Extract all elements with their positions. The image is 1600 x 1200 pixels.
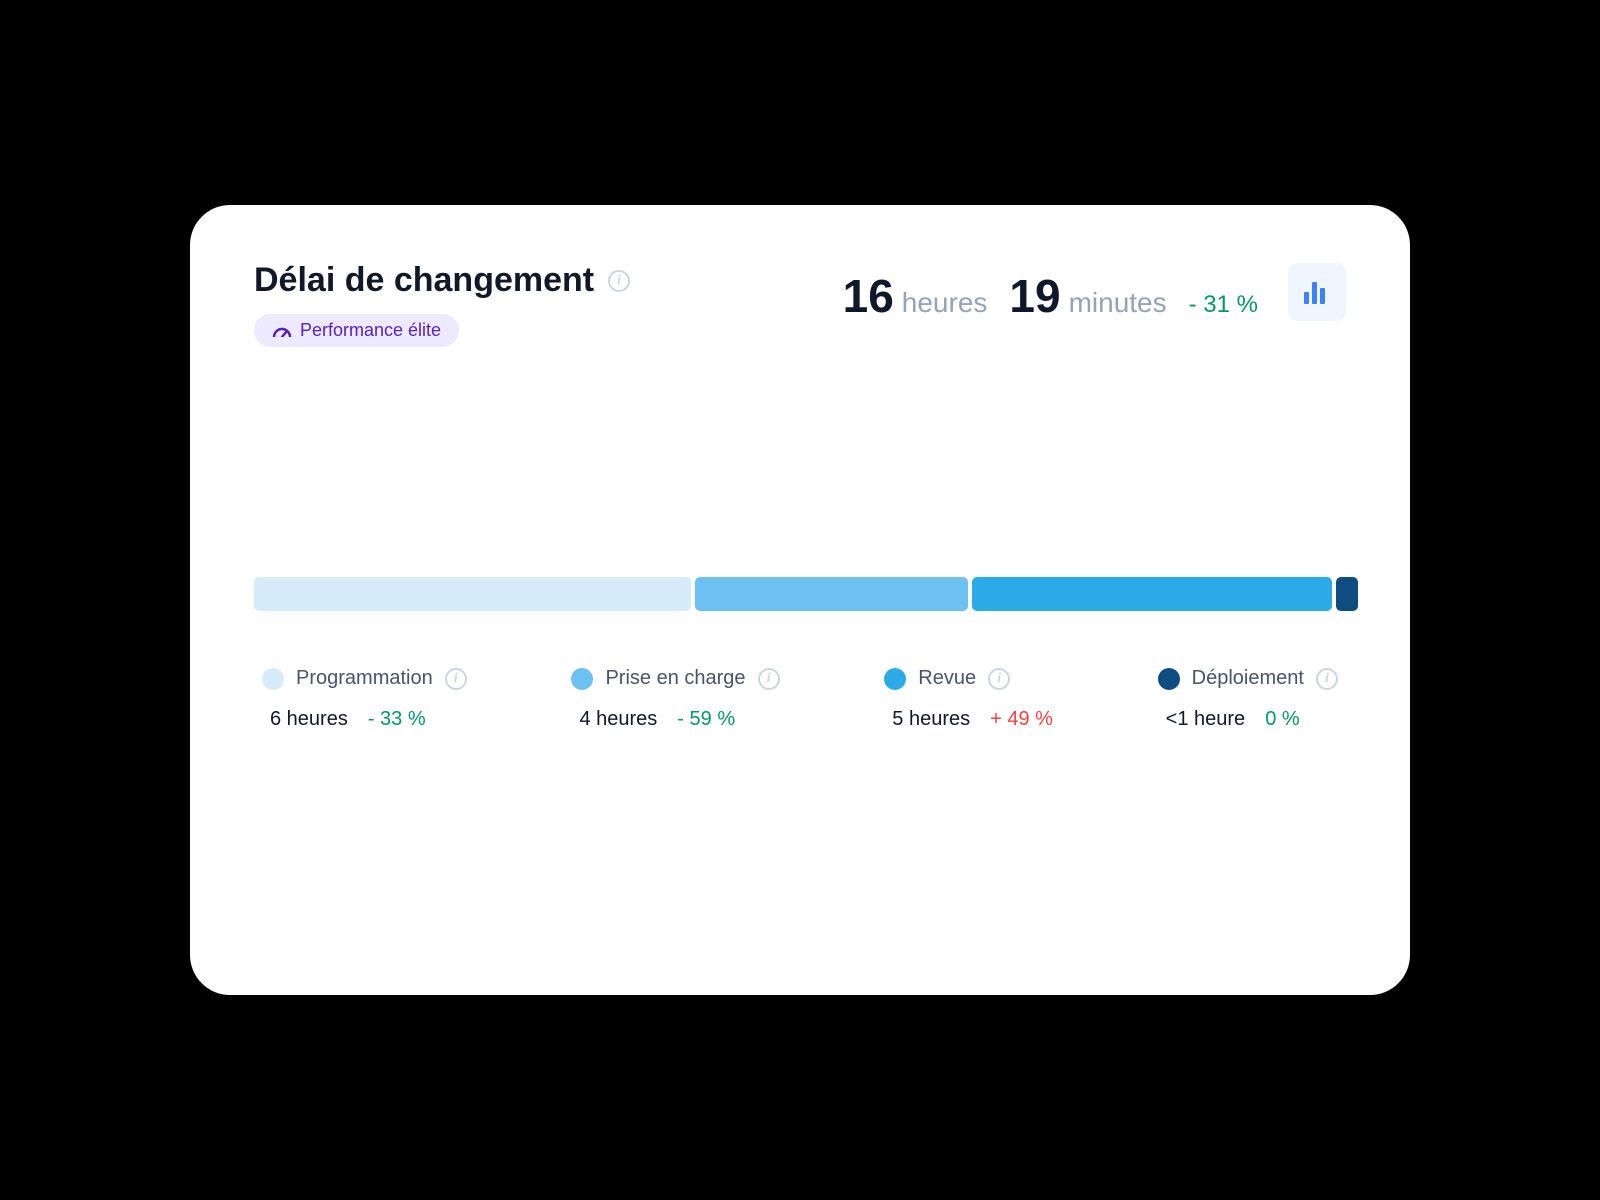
bar-chart-icon — [1302, 278, 1332, 306]
legend-trend: - 33 % — [368, 708, 426, 731]
legend-values: 6 heures - 33 % — [262, 708, 426, 731]
legend-duration: 4 heures — [579, 708, 657, 731]
lead-time-card: Délai de changement i Performance élite … — [190, 205, 1410, 995]
legend-item: Prise en charge i 4 heures - 59 % — [571, 667, 779, 731]
legend-values: 4 heures - 59 % — [571, 708, 735, 731]
card-title: Délai de changement — [254, 261, 594, 300]
hours-unit: heures — [902, 287, 988, 319]
legend-label: Revue — [918, 667, 976, 690]
stacked-bar — [254, 577, 1346, 611]
legend-trend: + 49 % — [990, 708, 1053, 731]
title-row: Délai de changement i — [254, 261, 630, 300]
legend-values: 5 heures + 49 % — [884, 708, 1053, 731]
legend-trend: 0 % — [1265, 708, 1299, 731]
minutes-metric: 19 minutes — [1009, 269, 1166, 323]
legend-trend: - 59 % — [677, 708, 735, 731]
info-icon[interactable]: i — [988, 668, 1010, 690]
hours-metric: 16 heures — [843, 269, 988, 323]
legend-header: Revuei — [884, 667, 1010, 690]
legend-header: Prise en charge i — [571, 667, 779, 690]
legend-label: Déploiement — [1192, 667, 1304, 690]
chart-toggle-button[interactable] — [1288, 263, 1346, 321]
legend-item: Revuei 5 heures + 49 % — [884, 667, 1053, 731]
legend-duration: <1 heure — [1166, 708, 1246, 731]
minutes-value: 19 — [1009, 269, 1060, 323]
legend-dot — [571, 668, 593, 690]
legend: Programmation i 6 heures - 33 % Prise en cha… — [254, 667, 1346, 731]
legend-header: Déploiement i — [1158, 667, 1338, 690]
legend-duration: 6 heures — [270, 708, 348, 731]
bar-segment-prise_en_charge — [695, 577, 968, 611]
performance-badge-label: Performance élite — [300, 320, 441, 341]
legend-dot — [884, 668, 906, 690]
minutes-unit: minutes — [1069, 287, 1167, 319]
summary-metrics: 16 heures 19 minutes - 31 % — [843, 261, 1258, 323]
legend-dot — [262, 668, 284, 690]
info-icon[interactable]: i — [1316, 668, 1338, 690]
legend-header: Programmation i — [262, 667, 467, 690]
legend-label: Programmation — [296, 667, 433, 690]
info-icon[interactable]: i — [608, 270, 630, 292]
bar-segment-deploiement — [1336, 577, 1358, 611]
legend-dot — [1158, 668, 1180, 690]
summary-trend: - 31 % — [1189, 291, 1258, 319]
legend-item: Déploiement i <1 heure 0 % — [1158, 667, 1338, 731]
info-icon[interactable]: i — [758, 668, 780, 690]
legend-label: Prise en charge — [605, 667, 745, 690]
legend-values: <1 heure 0 % — [1158, 708, 1300, 731]
performance-badge: Performance élite — [254, 314, 459, 347]
bar-segment-revue — [972, 577, 1332, 611]
legend-duration: 5 heures — [892, 708, 970, 731]
info-icon[interactable]: i — [445, 668, 467, 690]
gauge-icon — [272, 325, 292, 337]
bar-segment-programmation — [254, 577, 691, 611]
legend-item: Programmation i 6 heures - 33 % — [262, 667, 467, 731]
title-block: Délai de changement i Performance élite — [254, 261, 630, 347]
hours-value: 16 — [843, 269, 894, 323]
card-header: Délai de changement i Performance élite … — [254, 261, 1346, 347]
